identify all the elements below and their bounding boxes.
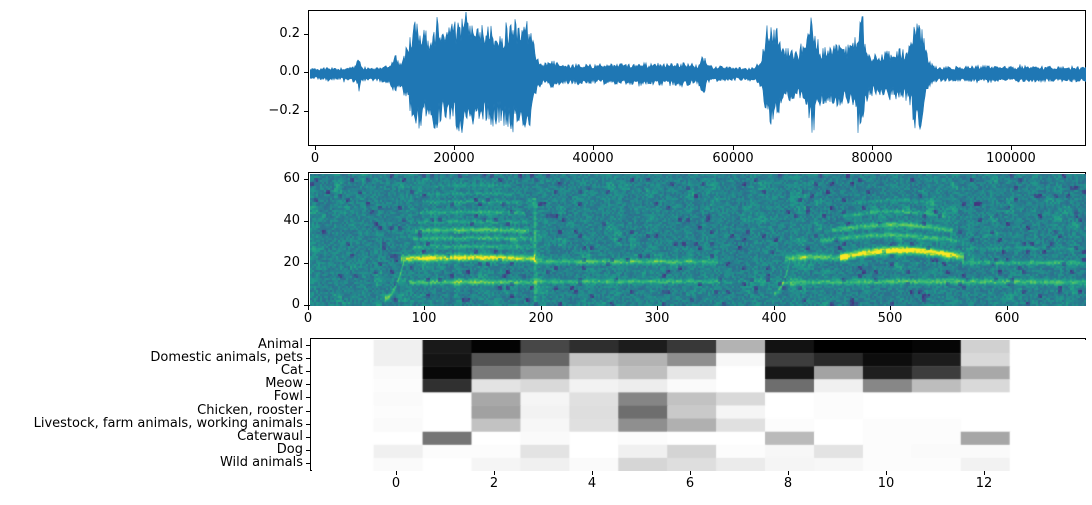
classprob-ytick [306,345,310,346]
classprob-xtick-label: 8 [783,476,793,491]
spectrogram-xtick-label: 300 [644,311,670,326]
spectrogram-xtick [657,306,658,310]
waveform-xtick-label: 60000 [712,151,754,166]
waveform-xtick-label: 100000 [986,151,1036,166]
waveform-plot [308,10,1086,146]
classprob-xtick-label: 2 [489,476,499,491]
spectrogram-xtick [308,306,309,310]
spectrogram-xtick-label: 0 [303,311,313,326]
waveform-xtick [1011,146,1012,150]
classprob-xtick [592,471,593,475]
classprob-ytick [306,358,310,359]
classprob-ytick [306,411,310,412]
spectrogram-ytick [304,263,308,264]
waveform-trace [310,12,1086,134]
spectrogram-ytick [304,305,308,306]
classprob-category-label: Domestic animals, pets [150,350,303,365]
classprob-ytick [306,424,310,425]
waveform-xtick [315,146,316,150]
classprob-category-label: Livestock, farm animals, working animals [33,416,303,431]
classprob-ytick [306,463,310,464]
spectrogram-xtick-label: 400 [761,311,787,326]
waveform-xtick [593,146,594,150]
classprob-category-label: Meow [265,376,303,391]
waveform-xtick [454,146,455,150]
spectrogram-xtick [424,306,425,310]
classprob-category-label: Animal [258,337,303,352]
spectrogram-xtick-label: 100 [411,311,437,326]
waveform-ytick-label: 0.2 [279,26,300,41]
spectrogram-xtick [774,306,775,310]
spectrogram-ytick [304,221,308,222]
classprob-category-label: Wild animals [219,455,303,470]
spectrogram-ytick-label: 60 [283,171,300,186]
classprob-xtick-label: 0 [391,476,401,491]
classprob-ytick [306,397,310,398]
spectrogram-xtick-label: 600 [994,311,1020,326]
waveform-xtick [872,146,873,150]
classprob-category-label: Dog [276,442,303,457]
spectrogram-xtick [890,306,891,310]
waveform-xtick-label: 80000 [851,151,893,166]
classprob-category-label: Chicken, rooster [197,403,303,418]
waveform-xtick-label: 20000 [433,151,475,166]
classprob-category-label: Fowl [273,389,303,404]
waveform-polygon [310,12,1086,134]
classprob-ytick [306,450,310,451]
waveform-ytick-label: 0.0 [279,64,300,79]
spectrogram-ytick-label: 0 [291,297,300,312]
classprob-ytick [306,384,310,385]
classprob-category-label: Cat [280,363,303,378]
waveform-xtick-label: 0 [310,151,320,166]
spectrogram-xtick-label: 200 [528,311,554,326]
spectrogram-plot [308,172,1086,306]
waveform-ytick [304,72,308,73]
waveform-ytick [304,111,308,112]
classprob-xtick [984,471,985,475]
spectrogram-xtick [541,306,542,310]
spectrogram-ytick-label: 40 [283,213,300,228]
classprob-xtick-label: 4 [587,476,597,491]
waveform-ytick-label: −0.2 [268,103,300,118]
classprob-xtick [396,471,397,475]
class-probability-image [312,340,1086,471]
waveform-xtick-label: 40000 [572,151,614,166]
classprob-ytick [306,437,310,438]
classprob-xtick [494,471,495,475]
classprob-xtick-label: 6 [685,476,695,491]
classprob-ytick [306,371,310,372]
waveform-ytick [304,34,308,35]
classprob-xtick-label: 12 [975,476,993,491]
spectrogram-xtick [1007,306,1008,310]
spectrogram-ytick-label: 20 [283,255,300,270]
waveform-xtick [733,146,734,150]
classprob-xtick [788,471,789,475]
classprob-xtick [690,471,691,475]
spectrogram-xtick-label: 500 [877,311,903,326]
spectrogram-ytick [304,179,308,180]
class-probability-plot [310,338,1086,471]
classprob-category-label: Caterwaul [237,429,303,444]
classprob-xtick [886,471,887,475]
spectrogram-image [310,174,1086,306]
classprob-xtick-label: 10 [877,476,895,491]
